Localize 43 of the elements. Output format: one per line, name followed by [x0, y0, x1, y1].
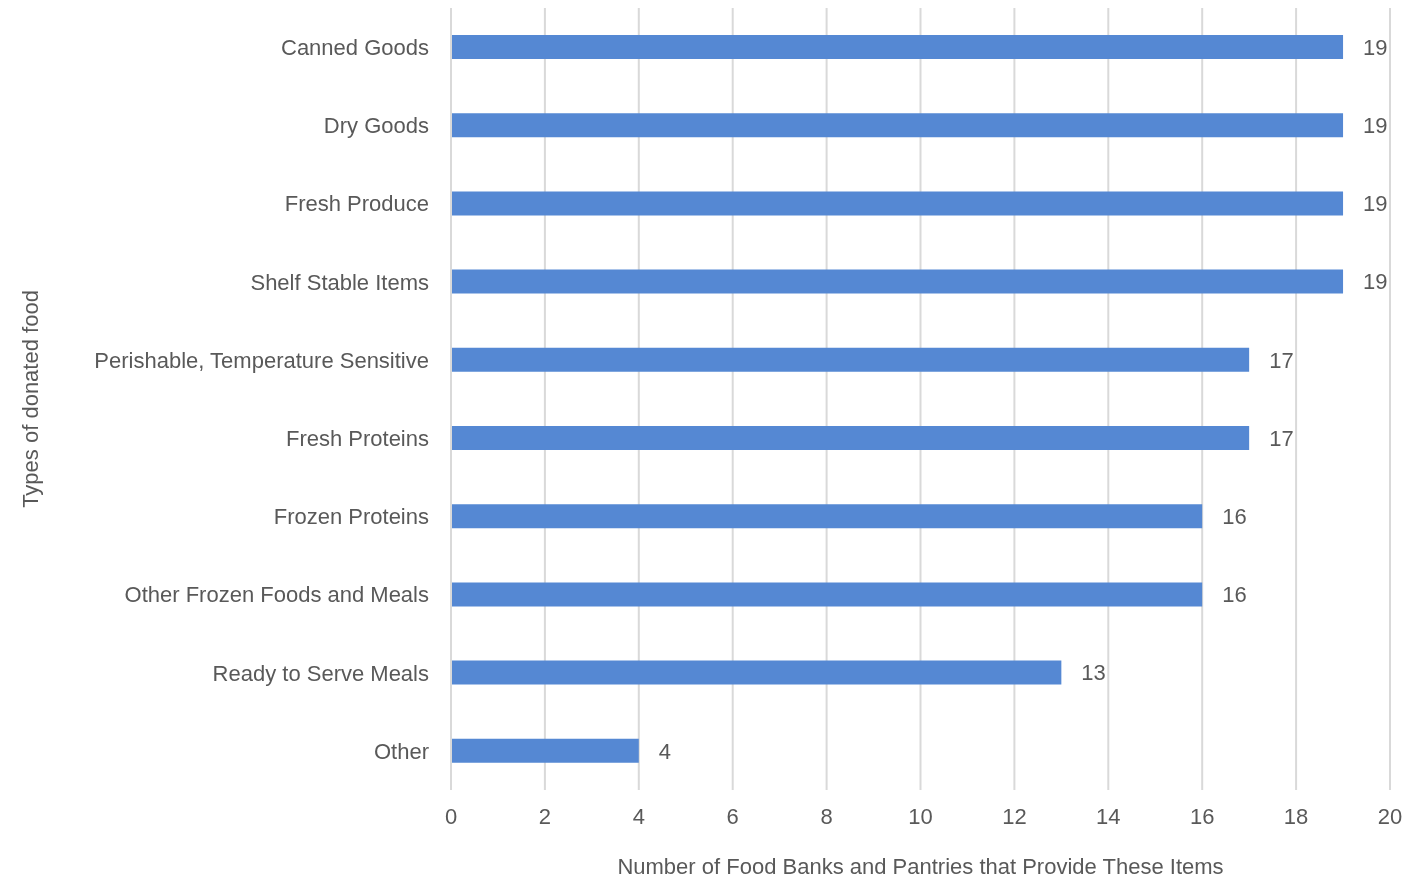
y-tick-label: Canned Goods [281, 34, 429, 60]
x-tick-label: 10 [908, 803, 933, 829]
x-tick-label: 0 [444, 803, 458, 829]
bar [451, 426, 1250, 450]
bar [451, 191, 1344, 216]
y-tick-label: Ready to Serve Meals [212, 660, 429, 686]
x-tick-label: 4 [632, 803, 645, 829]
bar [451, 504, 1203, 529]
bar [451, 660, 1062, 685]
bar [451, 113, 1344, 138]
bar [451, 35, 1344, 59]
x-tick-label: 16 [1189, 803, 1215, 829]
bar [451, 269, 1344, 294]
y-tick-label: Other [373, 738, 429, 764]
x-tick-label: 12 [1002, 803, 1027, 829]
bar [451, 347, 1250, 372]
data-label: 19 [1363, 113, 1388, 139]
data-label: 4 [658, 738, 672, 764]
y-tick-label: Perishable, Temperature Sensitive [94, 347, 429, 373]
y-tick-label: Fresh Produce [284, 191, 429, 217]
data-label: 17 [1269, 347, 1294, 373]
y-tick-label: Dry Goods [323, 113, 429, 139]
data-label: 16 [1222, 504, 1247, 530]
data-label: 16 [1222, 582, 1247, 608]
y-tick-label: Frozen Proteins [273, 504, 429, 530]
y-tick-label: Fresh Proteins [285, 425, 429, 451]
data-label: 13 [1081, 660, 1106, 686]
x-tick-label: 2 [538, 803, 552, 829]
bar [451, 582, 1203, 607]
x-tick-label: 8 [820, 803, 833, 829]
y-tick-label: Other Frozen Foods and Meals [124, 582, 429, 608]
x-tick-label: 20 [1377, 803, 1403, 829]
data-label: 19 [1363, 34, 1388, 60]
y-tick-label: Shelf Stable Items [250, 269, 429, 295]
x-axis-title: Number of Food Banks and Pantries that Provide These Items [617, 854, 1224, 879]
x-tick-label: 18 [1283, 803, 1309, 829]
data-label: 19 [1363, 191, 1388, 217]
x-tick-label: 6 [726, 803, 739, 829]
data-label: 19 [1363, 269, 1388, 295]
x-tick-label: 14 [1096, 803, 1121, 829]
bar [451, 738, 639, 763]
data-label: 17 [1269, 425, 1294, 451]
y-axis-title: Types of donated food [17, 290, 43, 508]
